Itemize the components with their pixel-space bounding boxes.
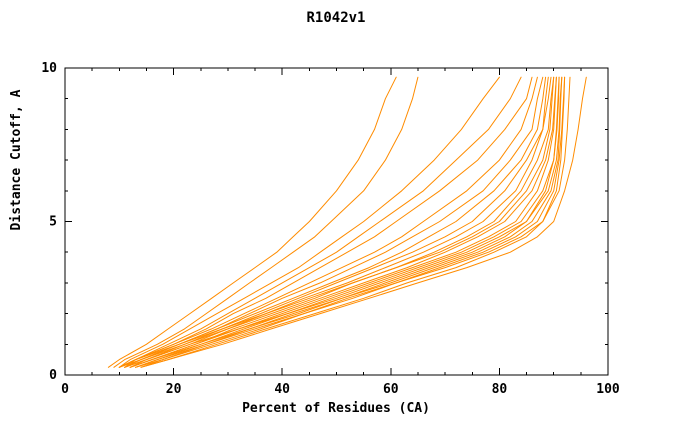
series-line-model-03 <box>118 76 500 368</box>
series-line-model-04 <box>118 76 522 368</box>
x-tick-label: 80 <box>492 382 508 397</box>
series-line-model-08 <box>118 76 547 368</box>
x-tick-label: 100 <box>596 382 620 397</box>
axis-tick-labels: 0 20 40 60 80 100 0 5 10 <box>41 61 620 397</box>
series-line-model-09 <box>124 76 549 368</box>
y-tick-label: 0 <box>49 368 57 383</box>
x-axis-title: Percent of Residues (CA) <box>242 401 430 416</box>
series-line-model-20 <box>140 76 566 368</box>
series-line-model-12 <box>118 76 555 368</box>
series-line-model-14 <box>124 76 557 368</box>
series-line-model-17 <box>129 76 563 368</box>
series-line-model-22 <box>140 76 587 368</box>
series-line-model-10 <box>124 76 552 368</box>
series-line-model-16 <box>135 76 560 368</box>
x-tick-label: 20 <box>166 382 182 397</box>
series-line-model-02 <box>113 76 419 368</box>
series-line-model-11 <box>129 76 555 368</box>
x-tick-label: 40 <box>274 382 290 397</box>
series-line-model-05 <box>124 76 533 368</box>
series-line-model-06 <box>118 76 538 368</box>
axis-ticks <box>64 67 609 376</box>
series-line-model-18 <box>135 76 563 368</box>
series-line-model-07 <box>124 76 544 368</box>
x-tick-label: 0 <box>61 382 69 397</box>
y-axis-title: Distance Cutoff, A <box>9 89 24 230</box>
y-tick-label: 5 <box>49 215 57 230</box>
series-line-model-01 <box>107 76 397 368</box>
series-line-model-21 <box>140 76 571 368</box>
y-tick-label: 10 <box>41 61 57 76</box>
x-tick-label: 60 <box>383 382 399 397</box>
series-lines <box>107 76 587 368</box>
series-line-model-19 <box>135 76 566 368</box>
chart-title: R1042v1 <box>306 10 365 26</box>
